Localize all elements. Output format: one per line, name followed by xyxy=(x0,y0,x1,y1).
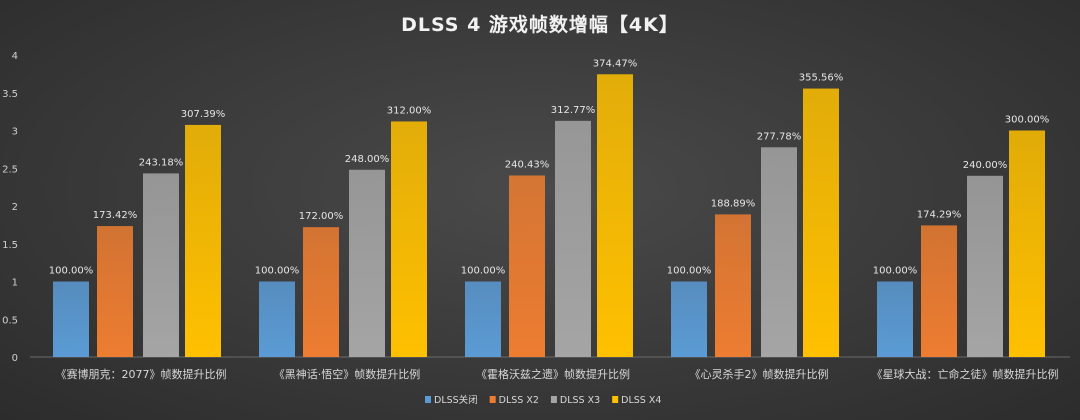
x-tick-label: 《心灵杀手2》帧数提升比例 xyxy=(690,367,829,381)
y-tick-label: 0.5 xyxy=(2,315,18,326)
data-label: 100.00% xyxy=(461,266,506,277)
y-tick-label: 1 xyxy=(12,278,18,289)
data-label: 100.00% xyxy=(255,266,300,277)
data-label: 173.42% xyxy=(93,210,138,221)
bar xyxy=(143,173,179,357)
data-label: 172.00% xyxy=(299,211,344,222)
data-label: 174.29% xyxy=(917,209,962,220)
y-tick-label: 4 xyxy=(12,51,18,62)
y-tick-label: 1.5 xyxy=(2,240,18,251)
legend-swatch xyxy=(612,396,619,403)
bar xyxy=(761,147,797,357)
y-tick-label: 2 xyxy=(12,202,18,213)
data-label: 188.89% xyxy=(711,198,756,209)
y-tick-label: 0 xyxy=(12,353,18,364)
data-label: 100.00% xyxy=(667,266,712,277)
bar xyxy=(53,281,89,357)
bar xyxy=(877,281,913,357)
bar xyxy=(97,226,133,357)
bar xyxy=(185,124,221,357)
legend-swatch xyxy=(425,396,431,403)
data-label: 312.00% xyxy=(387,105,432,116)
data-label: 312.77% xyxy=(551,105,596,116)
data-label: 300.00% xyxy=(1005,115,1050,126)
bar xyxy=(1009,130,1045,357)
bar xyxy=(303,227,339,357)
y-tick-label: 3.5 xyxy=(2,89,18,100)
chart-title: DLSS 4 游戏帧数增幅【4K】 xyxy=(401,14,679,36)
data-label: 240.43% xyxy=(505,159,550,170)
data-label: 243.18% xyxy=(139,157,184,168)
bar xyxy=(715,214,751,357)
bar xyxy=(967,175,1003,357)
data-label: 277.78% xyxy=(757,131,802,142)
bar xyxy=(803,88,839,358)
x-tick-label: 《黑神话·悟空》帧数提升比例 xyxy=(274,367,421,381)
bar xyxy=(391,121,427,357)
legend-swatch xyxy=(550,396,557,403)
legend-swatch xyxy=(489,396,496,403)
y-tick-label: 2.5 xyxy=(2,164,18,175)
bar xyxy=(259,281,295,357)
bar xyxy=(349,169,385,357)
data-label: 100.00% xyxy=(873,266,918,277)
y-tick-label: 3 xyxy=(12,127,18,138)
data-label: 100.00% xyxy=(49,266,94,277)
bar xyxy=(921,225,957,357)
bar xyxy=(555,120,591,358)
x-tick-label: 《霍格沃兹之遗》帧数提升比例 xyxy=(476,367,630,381)
bar xyxy=(671,281,707,357)
data-label: 248.00% xyxy=(345,154,390,165)
legend-label: DLSS X2 xyxy=(499,395,539,406)
data-label: 240.00% xyxy=(963,160,1008,171)
legend-label: DLSS关闭 xyxy=(434,394,478,406)
x-tick-label: 《星球大战：亡命之徒》帧数提升比例 xyxy=(872,367,1059,381)
bar xyxy=(597,74,633,357)
legend-label: DLSS X3 xyxy=(560,395,600,406)
x-tick-label: 《赛博朋克：2077》帧数提升比例 xyxy=(56,367,227,381)
data-label: 374.47% xyxy=(593,58,638,69)
data-label: 355.56% xyxy=(799,73,844,84)
bar xyxy=(465,281,501,357)
legend-label: DLSS X4 xyxy=(621,395,661,406)
data-label: 307.39% xyxy=(181,109,226,120)
bar xyxy=(509,175,545,357)
